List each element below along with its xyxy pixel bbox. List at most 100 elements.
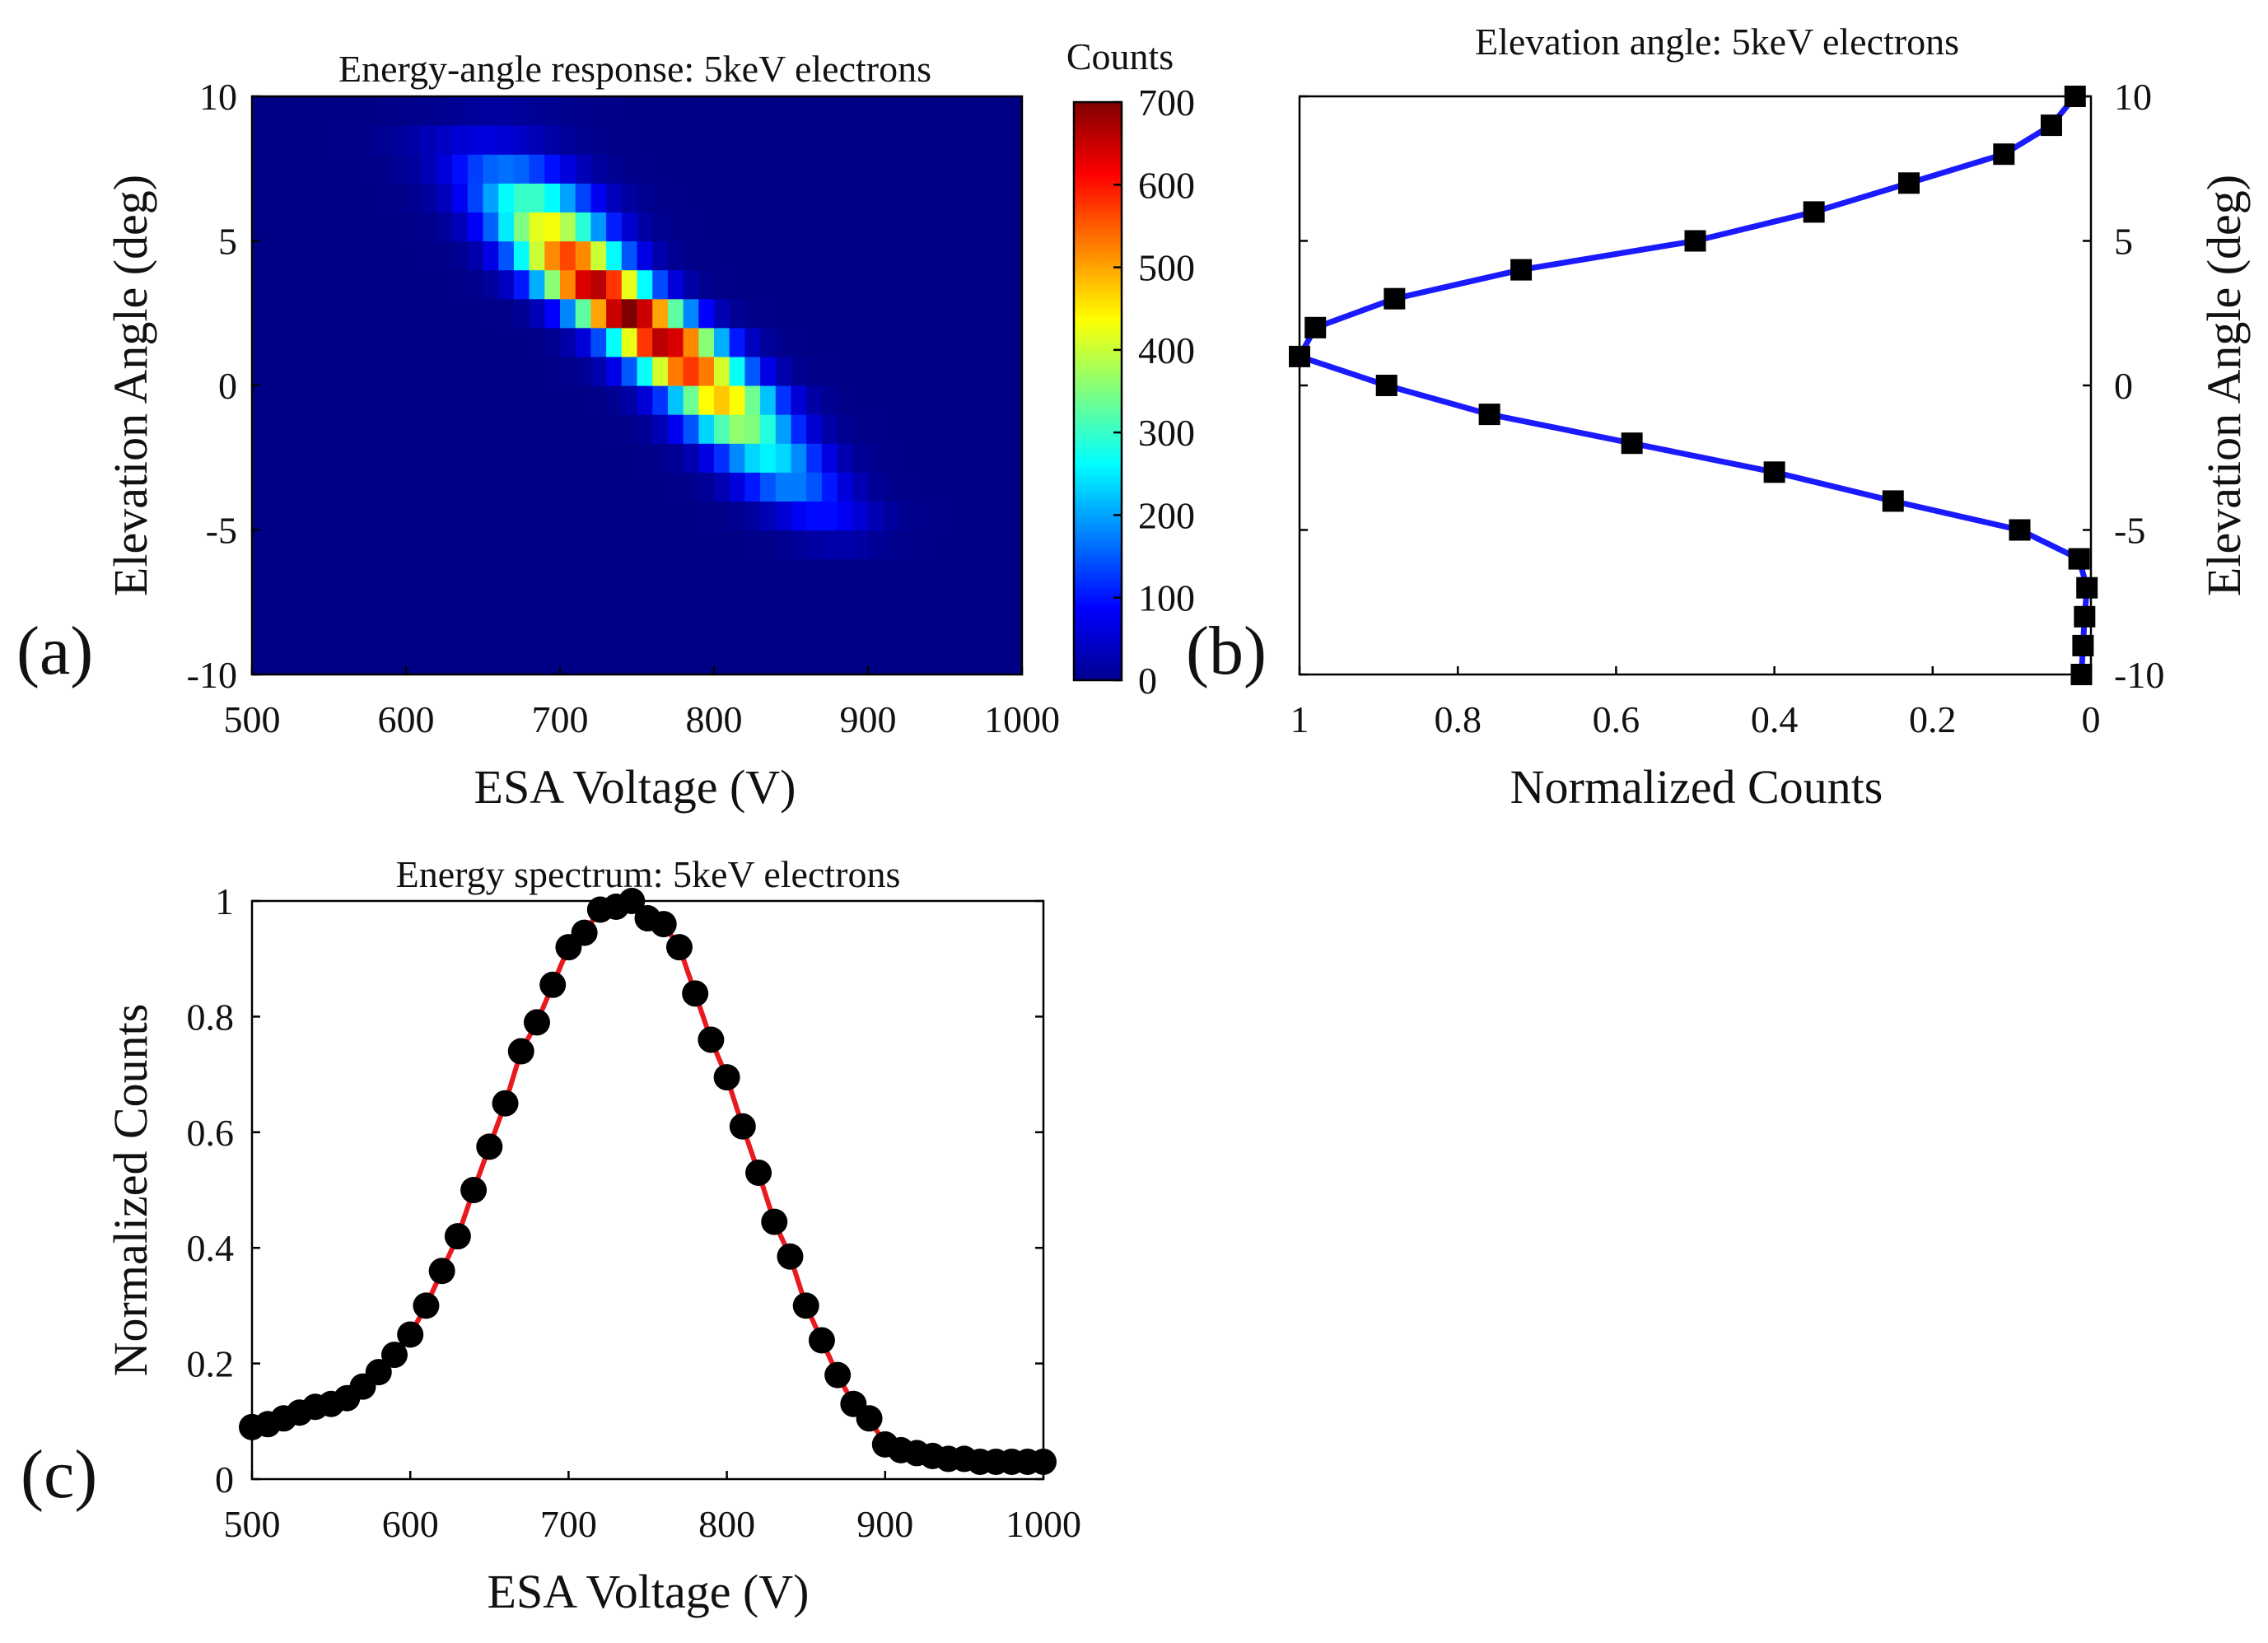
heatmap-cell xyxy=(898,356,915,386)
heatmap-cell xyxy=(898,154,915,184)
heatmap-cell xyxy=(421,530,437,560)
heatmap-cell xyxy=(436,269,453,300)
heatmap-cell xyxy=(267,645,283,675)
heatmap-cell xyxy=(821,414,838,444)
heatmap-cell xyxy=(606,443,623,473)
heatmap-cell xyxy=(544,587,561,618)
heatmap-cell xyxy=(344,240,361,271)
heatmap-cell xyxy=(667,269,684,300)
heatmap-cell xyxy=(406,501,422,531)
heatmap-cell xyxy=(729,125,745,155)
heatmap-cell xyxy=(929,385,946,415)
heatmap-cell xyxy=(637,385,653,415)
heatmap-cell xyxy=(775,240,792,271)
heatmap-cell xyxy=(991,501,1007,531)
heatmap-cell xyxy=(868,558,884,589)
heatmap-cell xyxy=(791,645,807,675)
heatmap-cell xyxy=(652,558,669,589)
heatmap-cell xyxy=(467,269,484,300)
heatmap-cell xyxy=(406,327,422,357)
heatmap-cell xyxy=(606,558,623,589)
heatmap-cell xyxy=(575,645,591,675)
heatmap-cell xyxy=(560,327,576,357)
heatmap-cell xyxy=(729,298,745,329)
heatmap-cell xyxy=(1006,154,1023,184)
heatmap-cell xyxy=(991,414,1007,444)
heatmap-cell xyxy=(267,125,283,155)
heatmap-cell xyxy=(575,530,591,560)
heatmap-cell xyxy=(329,472,345,502)
heatmap-cell xyxy=(483,385,499,415)
heatmap-cell xyxy=(436,645,453,675)
heatmap-cell xyxy=(883,183,899,212)
heatmap-cell xyxy=(729,154,745,184)
heatmap-cell xyxy=(467,212,484,242)
heatmap-cell xyxy=(883,587,899,618)
heatmap-cell xyxy=(837,558,853,589)
heatmap-cell xyxy=(421,645,437,675)
heatmap-cell xyxy=(529,443,545,473)
data-point xyxy=(2009,519,2031,541)
heatmap-cell xyxy=(652,443,669,473)
heatmap-cell xyxy=(406,616,422,646)
heatmap-cell xyxy=(821,530,838,560)
heatmap-cell xyxy=(698,96,715,126)
heatmap-cell xyxy=(698,501,715,531)
heatmap-cell xyxy=(960,558,977,589)
data-point xyxy=(713,1064,740,1091)
heatmap-cell xyxy=(898,385,915,415)
heatmap-cell xyxy=(821,645,838,675)
data-point xyxy=(1304,316,1327,338)
colorbar-label: Counts xyxy=(1066,35,1174,77)
heatmap-cell xyxy=(637,298,653,329)
heatmap-cell xyxy=(714,472,730,502)
heatmap-cell xyxy=(483,183,499,212)
heatmap-cell xyxy=(960,125,977,155)
heatmap-cell xyxy=(298,385,315,415)
heatmap-cell xyxy=(560,616,576,646)
heatmap-cell xyxy=(991,269,1007,300)
data-point xyxy=(2072,634,2094,656)
heatmap-cell xyxy=(667,356,684,386)
heatmap-cell xyxy=(960,96,977,126)
heatmap-cell xyxy=(929,414,946,444)
heatmap-cell xyxy=(837,212,853,242)
heatmap-cell xyxy=(529,240,545,271)
heatmap-cell xyxy=(575,356,591,386)
heatmap-cell xyxy=(282,212,299,242)
heatmap-cell xyxy=(298,356,315,386)
heatmap-cell xyxy=(421,558,437,589)
heatmap-cell xyxy=(467,298,484,329)
heatmap-cell xyxy=(298,327,315,357)
heatmap-cell xyxy=(421,327,437,357)
heatmap-cell xyxy=(560,645,576,675)
heatmap-cell xyxy=(282,501,299,531)
heatmap-cell xyxy=(483,414,499,444)
heatmap-cell xyxy=(329,443,345,473)
heatmap-cell xyxy=(914,616,931,646)
heatmap-cell xyxy=(590,154,607,184)
heatmap-cell xyxy=(960,414,977,444)
heatmap-cell xyxy=(252,501,268,531)
heatmap-cell xyxy=(344,154,361,184)
heatmap-cell xyxy=(744,558,761,589)
heatmap-cell xyxy=(359,96,376,126)
heatmap-cell xyxy=(282,154,299,184)
heatmap-cell xyxy=(359,183,376,212)
heatmap-cell xyxy=(637,212,653,242)
heatmap-cell xyxy=(975,327,992,357)
heatmap-cell xyxy=(868,616,884,646)
heatmap-cell xyxy=(991,96,1007,126)
heatmap-cell xyxy=(406,183,422,212)
heatmap-cell xyxy=(667,327,684,357)
heatmap-cell xyxy=(667,154,684,184)
heatmap-cell xyxy=(267,327,283,357)
heatmap-cell xyxy=(683,240,699,271)
series-line xyxy=(1295,94,2090,675)
heatmap-cell xyxy=(975,587,992,618)
heatmap-cell xyxy=(390,356,407,386)
heatmap-cell xyxy=(898,587,915,618)
heatmap-cell xyxy=(667,298,684,329)
heatmap-cell xyxy=(698,356,715,386)
